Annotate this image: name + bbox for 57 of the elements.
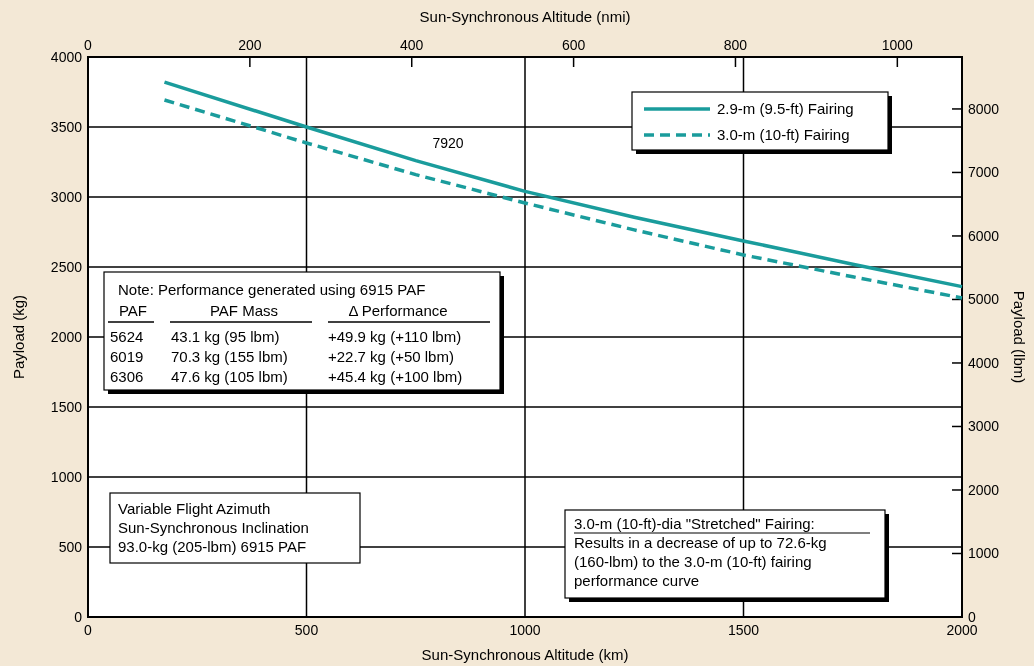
annotation: Note: Performance generated using 6915 PAF: [118, 281, 426, 298]
annotation: (160-lbm) to the 3.0-m (10-ft) fairing: [574, 553, 812, 570]
x-tick-label: 1500: [727, 622, 760, 638]
x2-tick-label: 1000: [881, 37, 914, 53]
y-tick-label: 1500: [50, 399, 83, 415]
x2-tick-label: 200: [238, 37, 262, 53]
annotation: 93.0-kg (205-lbm) 6915 PAF: [118, 538, 307, 555]
y-tick-label: 2500: [50, 259, 83, 275]
annotation: PAF: [118, 302, 148, 319]
y-tick-label: 0: [74, 609, 83, 625]
x-tick-label: 500: [294, 622, 319, 638]
y-axis-title: Payload (kg): [10, 294, 27, 380]
x-tick-label: 1000: [509, 622, 541, 638]
y-tick-label: 1000: [50, 469, 83, 485]
y-tick-label: 4000: [50, 49, 83, 65]
y-tick-label: 500: [58, 539, 83, 555]
y2-tick-label: 5000: [968, 291, 1000, 308]
y2-tick-label: 3000: [968, 418, 1000, 435]
annotation: 70.3 kg (155 lbm): [171, 348, 288, 365]
y2-tick-label: 7000: [968, 164, 1000, 181]
y2-tick-label: 1000: [968, 545, 1000, 562]
x2-tick-label: 400: [400, 37, 424, 53]
x-tick-label: 2000: [946, 622, 978, 638]
annotation: performance curve: [574, 572, 700, 589]
annotation: 3.0-m (10-ft)-dia "Stretched" Fairing:: [574, 515, 815, 532]
x2-tick-label: 800: [723, 37, 748, 53]
x-tick-label: 0: [84, 622, 93, 638]
annotation: 47.6 kg (105 lbm): [171, 368, 288, 385]
annotation: Sun-Synchronous Inclination: [118, 519, 309, 536]
annotation: 6306: [110, 368, 144, 385]
y-tick-label: 2000: [50, 329, 83, 345]
y2-tick-label: 4000: [968, 354, 1000, 371]
y-tick-label: 3500: [50, 119, 83, 135]
annotation: +22.7 kg (+50 lbm): [328, 348, 454, 365]
y2-axis-title: Payload (lbm): [1011, 290, 1028, 384]
annotation: 7920: [432, 135, 464, 151]
annotation: +45.4 kg (+100 lbm): [328, 368, 463, 385]
annotation: 5624: [110, 328, 144, 345]
annotation: +49.9 kg (+110 lbm): [328, 328, 462, 345]
conditions-note-box: Variable Flight Azimuth Sun-Synchronous Inclination 93.0-kg (205-lbm) 6915 PAF: [109, 492, 361, 564]
x-axis-title: Sun-Synchronous Altitude (km): [421, 646, 629, 663]
y2-tick-label: 8000: [968, 100, 1000, 117]
annotation: 6019: [110, 348, 144, 365]
annotation: Δ Performance: [348, 302, 448, 319]
annotation: PAF Mass: [209, 302, 279, 319]
x2-axis-title: Sun-Synchronous Altitude (nmi): [419, 8, 631, 25]
annotation: Results in a decrease of up to 72.6-kg: [574, 534, 827, 551]
annotation: Variable Flight Azimuth: [118, 500, 271, 517]
x2-tick-label: 600: [561, 37, 586, 53]
y2-tick-label: 2000: [968, 481, 1000, 498]
legend-label: 3.0-m (10-ft) Fairing: [717, 126, 850, 143]
y-tick-label: 3000: [50, 189, 83, 205]
annotation: 43.1 kg (95 lbm): [171, 328, 280, 345]
legend-label: 2.9-m (9.5-ft) Fairing: [717, 100, 854, 117]
y2-tick-label: 6000: [968, 227, 1000, 244]
y2-tick-label: 0: [968, 609, 976, 625]
x2-tick-label: 0: [84, 37, 93, 53]
